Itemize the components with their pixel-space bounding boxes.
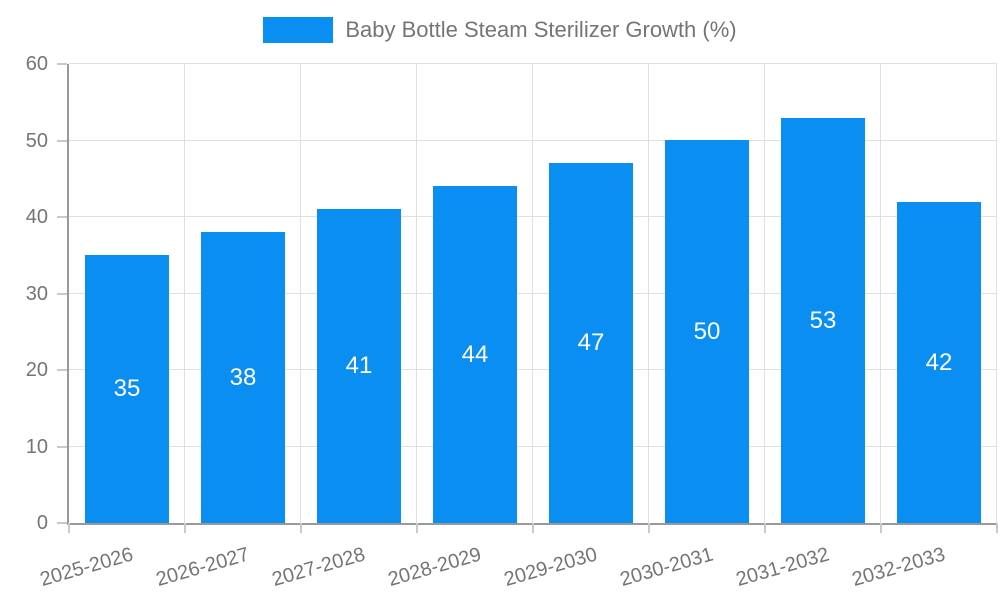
y-tick-label: 60 <box>25 53 48 75</box>
bar-2030-2031[interactable]: 50 <box>665 140 749 523</box>
bar-value-label: 44 <box>461 341 489 368</box>
x-axis-tick <box>764 523 766 533</box>
legend-label[interactable]: Baby Bottle Steam Sterilizer Growth (%) <box>345 17 737 42</box>
bar-2029-2030[interactable]: 47 <box>549 163 633 523</box>
bar-value-label: 42 <box>925 349 953 376</box>
x-gridline <box>532 64 533 523</box>
y-gridline <box>69 216 997 217</box>
y-axis-tick <box>57 63 67 65</box>
y-gridline <box>69 369 997 370</box>
y-tick-label: 0 <box>36 512 48 534</box>
x-gridline <box>300 64 301 523</box>
y-gridline <box>69 445 997 447</box>
x-tick-label: 2027-2028 <box>270 543 369 591</box>
plot-area: 35 38 41 44 47 50 53 42 <box>57 63 998 533</box>
x-tick-label: 2029-2030 <box>502 543 601 591</box>
y-tick-label: 50 <box>25 129 48 152</box>
x-tick-label: 2028-2029 <box>386 543 485 591</box>
y-gridline <box>69 292 997 294</box>
x-axis-tick <box>648 523 650 533</box>
bar-value-label: 50 <box>693 318 721 345</box>
y-tick-label: 40 <box>25 206 48 228</box>
bar-value-label: 38 <box>229 364 257 391</box>
y-axis-tick <box>57 216 67 218</box>
y-gridline <box>69 63 997 64</box>
x-axis-tick <box>996 523 998 533</box>
x-gridline <box>880 64 881 523</box>
bar-value-label: 35 <box>113 375 141 402</box>
x-axis-tick <box>184 523 186 533</box>
legend: Baby Bottle Steam Sterilizer Growth (%) <box>0 17 1000 43</box>
y-tick-label: 10 <box>25 435 48 458</box>
y-tick-label: 30 <box>25 282 48 305</box>
x-gridline <box>648 64 649 523</box>
y-axis-tick <box>57 445 67 448</box>
y-axis-tick <box>57 139 67 142</box>
x-gridline <box>996 64 997 523</box>
bar-value-label: 53 <box>809 307 837 334</box>
x-gridline <box>416 64 417 523</box>
y-tick-label: 20 <box>25 359 48 381</box>
x-gridline <box>184 64 185 523</box>
bar-2031-2032[interactable]: 53 <box>781 118 865 523</box>
bar-value-label: 47 <box>577 329 605 356</box>
x-tick-label: 2030-2031 <box>618 543 717 591</box>
x-tick-label: 2025-2026 <box>38 543 137 591</box>
bar-2027-2028[interactable]: 41 <box>317 209 401 523</box>
x-axis-tick <box>880 523 882 533</box>
y-axis-tick <box>57 522 67 524</box>
bar-value-label: 41 <box>345 352 373 379</box>
x-tick-label: 2031-2032 <box>734 543 833 591</box>
x-axis-tick <box>68 523 70 533</box>
y-gridline <box>69 139 997 141</box>
bar-2032-2033[interactable]: 42 <box>897 202 981 523</box>
bar-2025-2026[interactable]: 35 <box>85 255 169 523</box>
y-axis-tick <box>57 369 67 371</box>
legend-swatch-icon[interactable] <box>263 17 334 43</box>
bar-2028-2029[interactable]: 44 <box>433 186 517 523</box>
y-axis-tick <box>57 292 67 295</box>
x-gridline <box>764 64 765 523</box>
x-tick-label: 2032-2033 <box>850 543 949 591</box>
x-tick-label: 2026-2027 <box>154 543 253 591</box>
x-axis-tick <box>532 523 534 533</box>
bar-2026-2027[interactable]: 38 <box>201 232 285 523</box>
x-axis-tick <box>416 523 418 533</box>
x-axis-tick <box>300 523 302 533</box>
